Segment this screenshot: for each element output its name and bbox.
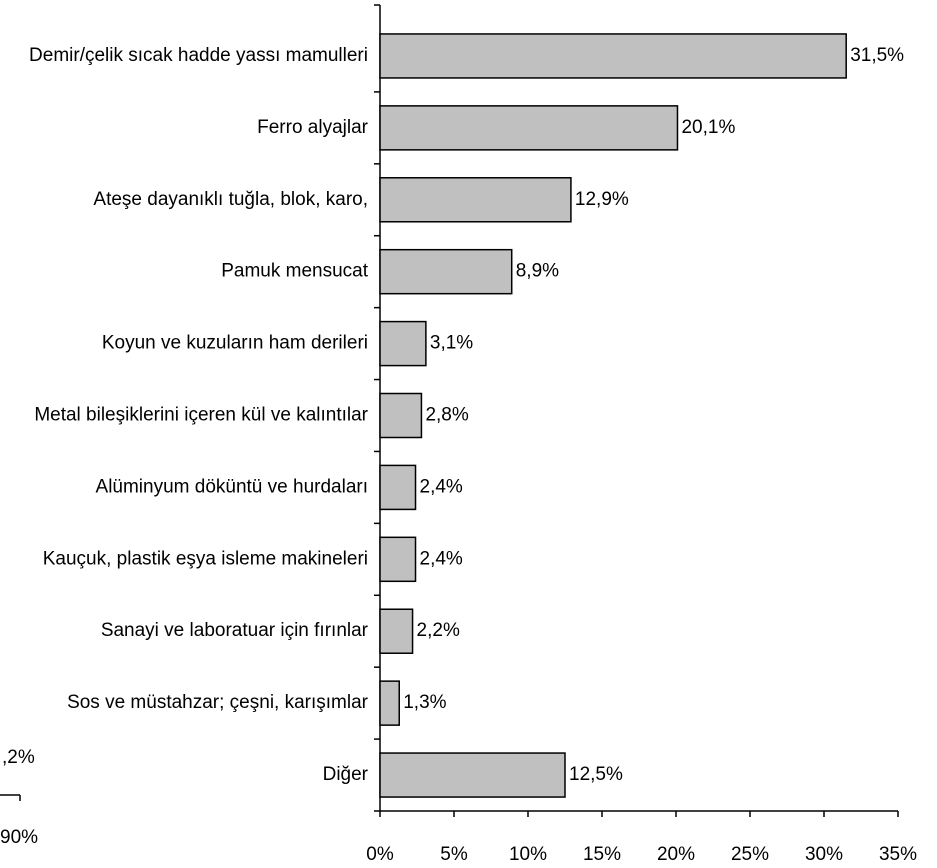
- value-label: 3,1%: [430, 333, 473, 354]
- x-tick-label: 10%: [509, 844, 547, 865]
- value-label: 2,4%: [420, 548, 463, 569]
- value-label: 2,2%: [417, 620, 460, 641]
- bar: [379, 177, 572, 223]
- value-label: 12,9%: [575, 189, 629, 210]
- value-label: 31,5%: [850, 45, 904, 66]
- y-tick-label: Kauçuk, plastik eşya isleme makineleri: [43, 548, 368, 569]
- y-tick-label: Demir/çelik sıcak hadde yassı mamulleri: [29, 45, 368, 66]
- x-tick-label: 5%: [440, 844, 468, 865]
- y-tick-label: Koyun ve kuzuların ham derileri: [102, 333, 368, 354]
- bar: [379, 680, 400, 726]
- bar: [379, 392, 423, 439]
- x-tick-label: 20%: [657, 844, 695, 865]
- value-label: 2,4%: [420, 476, 463, 497]
- value-label: 2,8%: [425, 405, 468, 426]
- y-tick-label: Metal bileşiklerini içeren kül ve kalınt…: [34, 405, 368, 426]
- x-tick-label: 15%: [583, 844, 621, 865]
- x-tick-label: 30%: [805, 844, 843, 865]
- y-tick-label: Sanayi ve laboratuar için fırınlar: [101, 620, 369, 641]
- x-tick-label: 0%: [366, 844, 394, 865]
- y-tick-label: Sos ve müstahzar; çeşni, karışımlar: [67, 692, 369, 713]
- bar: [379, 105, 679, 151]
- bar: [379, 320, 427, 367]
- y-tick-label: Ferro alyajlar: [257, 117, 369, 138]
- value-label: 20,1%: [681, 117, 735, 138]
- bar: [379, 464, 417, 511]
- bar: [379, 33, 847, 79]
- x-tick-label: 25%: [731, 844, 769, 865]
- cropped-label: 90%: [0, 827, 38, 848]
- y-tick-label: Ateşe dayanıklı tuğla, blok, karo,: [93, 189, 368, 210]
- y-tick-label: Diğer: [323, 764, 369, 785]
- x-tick-label: 35%: [879, 844, 917, 865]
- value-label: 12,5%: [569, 764, 623, 785]
- y-tick-label: Alüminyum döküntü ve hurdaları: [96, 476, 368, 497]
- value-label: 1,3%: [403, 692, 446, 713]
- y-tick-label: Pamuk mensucat: [221, 261, 369, 282]
- value-label: 8,9%: [516, 261, 559, 282]
- bar: [379, 608, 414, 654]
- bar: [379, 536, 417, 583]
- bar: [379, 248, 513, 295]
- bar: [379, 752, 566, 798]
- cropped-label: ,2%: [2, 747, 35, 768]
